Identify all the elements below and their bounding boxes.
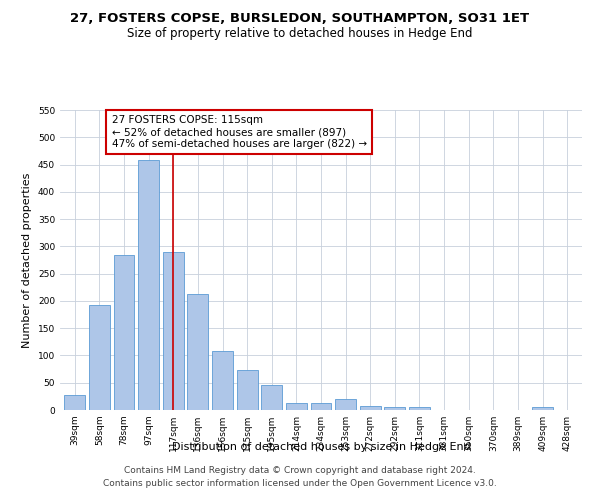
Bar <box>187 294 208 410</box>
Bar <box>532 408 553 410</box>
Bar <box>236 370 257 410</box>
Bar <box>261 385 282 410</box>
Bar <box>64 394 85 410</box>
Bar <box>286 404 307 410</box>
Bar <box>385 406 406 410</box>
Bar <box>138 160 159 410</box>
Text: 27 FOSTERS COPSE: 115sqm
← 52% of detached houses are smaller (897)
47% of semi-: 27 FOSTERS COPSE: 115sqm ← 52% of detach… <box>112 116 367 148</box>
Text: Size of property relative to detached houses in Hedge End: Size of property relative to detached ho… <box>127 28 473 40</box>
Bar <box>360 406 381 410</box>
Bar <box>409 408 430 410</box>
Bar <box>89 306 110 410</box>
Bar <box>163 252 184 410</box>
Bar <box>311 404 331 410</box>
Text: Distribution of detached houses by size in Hedge End: Distribution of detached houses by size … <box>172 442 470 452</box>
Bar <box>212 350 233 410</box>
Bar <box>113 255 134 410</box>
Text: Contains HM Land Registry data © Crown copyright and database right 2024.
Contai: Contains HM Land Registry data © Crown c… <box>103 466 497 487</box>
Bar <box>335 399 356 410</box>
Y-axis label: Number of detached properties: Number of detached properties <box>22 172 32 348</box>
Text: 27, FOSTERS COPSE, BURSLEDON, SOUTHAMPTON, SO31 1ET: 27, FOSTERS COPSE, BURSLEDON, SOUTHAMPTO… <box>70 12 530 26</box>
